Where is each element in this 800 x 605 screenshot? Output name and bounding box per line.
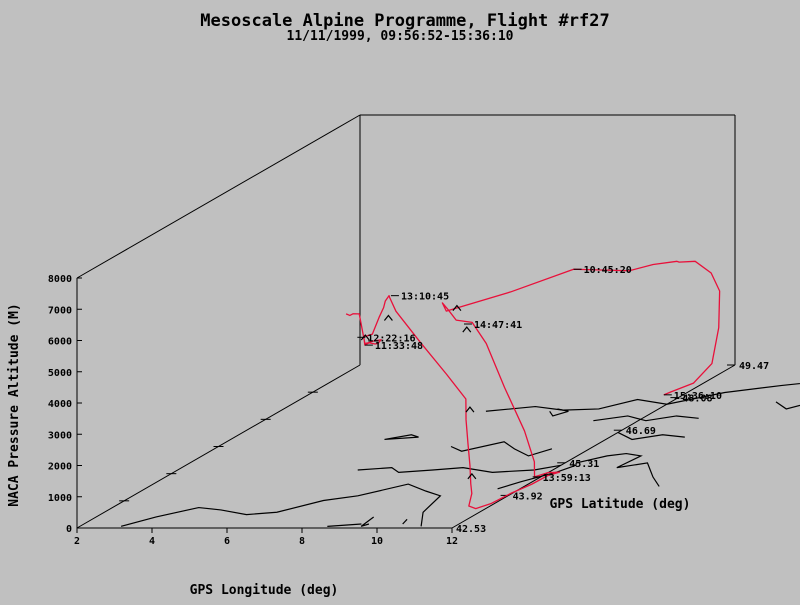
z-tick-label: 4000 [48, 399, 72, 410]
x-tick-label: 10 [371, 536, 383, 547]
z-tick-label: 6000 [48, 337, 72, 348]
z-tick-label: 1000 [48, 493, 72, 504]
y-axis-label: GPS Latitude (deg) [550, 497, 691, 512]
coastline-segment [360, 516, 375, 527]
z-tick-label: 8000 [48, 274, 72, 285]
coastline-segment [497, 471, 557, 490]
coastline-segment [775, 401, 800, 410]
coastline-segment [549, 408, 569, 417]
coastline-segment [357, 464, 561, 473]
coastline-map [120, 382, 800, 527]
z-tick-label: 5000 [48, 368, 72, 379]
chart-subtitle: 11/11/1999, 09:56:52-15:36:10 [287, 29, 514, 44]
coastline-segment [450, 441, 553, 457]
y-tick-label: 45.31 [569, 459, 599, 470]
time-label: 14:47:41 [474, 320, 522, 331]
time-label: 13:59:13 [543, 473, 591, 484]
direction-chevron [465, 406, 475, 413]
direction-chevron [383, 314, 393, 321]
track-line [345, 260, 721, 510]
x-tick-label: 6 [224, 536, 230, 547]
coastline-segment [384, 434, 419, 441]
x-tick-label: 8 [299, 536, 305, 547]
time-label: 15:36:10 [674, 391, 722, 402]
y-tick-label: 46.69 [626, 426, 656, 437]
time-label: 10:45:20 [584, 265, 632, 276]
coastline-segment [327, 523, 362, 527]
y-tick-label: 49.47 [739, 361, 769, 372]
y-tick-label: 42.53 [456, 524, 486, 535]
z-axis-label: NACA Pressure Altitude (M) [7, 303, 22, 507]
direction-chevron [360, 334, 370, 341]
coastline-segment [576, 452, 660, 487]
top-left-edge [76, 114, 361, 279]
coastline-segment [485, 382, 800, 412]
flight-track [345, 260, 721, 510]
coastline-segment [593, 415, 699, 422]
coastline-segment [402, 518, 408, 525]
time-label: 11:33:48 [375, 341, 423, 352]
y-axis-line [451, 364, 736, 529]
direction-chevron [452, 304, 462, 311]
coastline-segment [555, 462, 577, 473]
chart-title: Mesoscale Alpine Programme, Flight #rf27 [200, 11, 609, 31]
direction-chevron [462, 326, 472, 333]
time-label: 13:10:45 [401, 292, 449, 303]
coastline-segment [617, 431, 685, 441]
x-tick-label: 2 [74, 536, 80, 547]
z-tick-label: 7000 [48, 305, 72, 316]
coastline-segment [120, 483, 442, 527]
z-tick-label: 2000 [48, 462, 72, 473]
plot-box [76, 114, 736, 529]
y-tick-label: 43.92 [513, 491, 543, 502]
direction-chevron [467, 472, 477, 480]
x-tick-label: 4 [149, 536, 155, 547]
y-tick-label: 48.08 [682, 394, 712, 405]
time-label: 12:22:16 [367, 333, 415, 344]
z-tick-label: 3000 [48, 430, 72, 441]
x-tick-label: 12 [446, 536, 458, 547]
x-axis-label: GPS Longitude (deg) [190, 583, 339, 598]
z-tick-label: 0 [66, 524, 72, 535]
